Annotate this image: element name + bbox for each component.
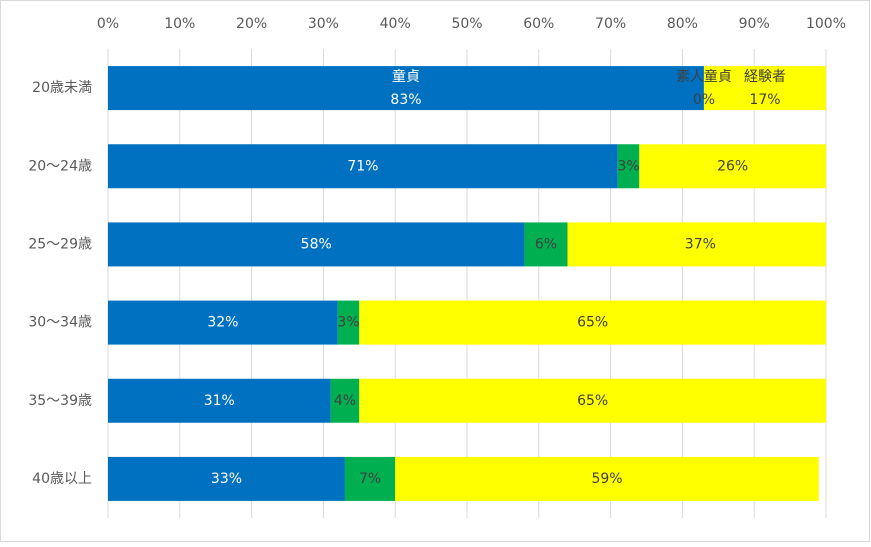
data-label: 6% [535, 236, 557, 252]
bar-segment [344, 456, 396, 501]
data-label: 3% [337, 315, 359, 331]
x-tick-label: 80% [667, 16, 698, 32]
x-tick-label: 30% [308, 16, 339, 32]
x-tick-label: 60% [523, 16, 554, 32]
data-label: 3% [617, 158, 639, 174]
bar-segment [108, 300, 338, 345]
x-tick-label: 40% [380, 16, 411, 32]
bar-segment [108, 222, 525, 267]
y-tick-label: 20～24歳 [28, 158, 92, 174]
bar-segment [108, 66, 704, 111]
x-tick-label: 0% [97, 16, 119, 32]
bar-segment [359, 378, 826, 423]
data-label: 33% [211, 471, 242, 487]
data-label: 32% [207, 315, 238, 331]
x-tick-label: 10% [164, 16, 195, 32]
bar-segment [359, 300, 826, 345]
y-tick-label: 30～34歳 [28, 315, 92, 331]
y-tick-label: 35～39歳 [28, 393, 92, 409]
y-tick-label: 25～29歳 [28, 236, 92, 252]
bar-segment [108, 456, 345, 501]
data-label: 58% [301, 236, 332, 252]
bar-segment [639, 144, 826, 189]
data-label: 7% [359, 471, 381, 487]
data-label: 26% [717, 158, 748, 174]
bar-segment [567, 222, 826, 267]
x-tick-label: 90% [739, 16, 770, 32]
bar-segment [395, 456, 819, 501]
data-label: 0% [693, 92, 715, 108]
data-label: 65% [577, 315, 608, 331]
bar-segment [108, 378, 331, 423]
series-name: 素人童貞 [676, 68, 732, 85]
data-label: 71% [347, 158, 378, 174]
bar-segment [108, 144, 618, 189]
bar-segment [330, 378, 360, 423]
data-label: 4% [334, 393, 356, 409]
bar-segment [617, 144, 640, 189]
x-tick-label: 50% [451, 16, 482, 32]
data-label: 65% [577, 393, 608, 409]
bar-segment [337, 300, 360, 345]
x-tick-label: 100% [806, 16, 846, 32]
bar-segment [524, 222, 568, 267]
data-label: 83% [390, 92, 421, 108]
bar-segment [703, 66, 826, 111]
series-name: 童貞 [392, 68, 420, 85]
data-label: 31% [204, 393, 235, 409]
data-label: 59% [591, 471, 622, 487]
y-tick-label: 40歳以上 [32, 471, 92, 487]
data-label: 37% [685, 236, 716, 252]
data-label: 17% [749, 92, 780, 108]
y-tick-label: 20歳未満 [32, 80, 92, 96]
x-tick-label: 20% [236, 16, 267, 32]
x-tick-label: 70% [595, 16, 626, 32]
series-name: 経験者 [744, 69, 786, 85]
